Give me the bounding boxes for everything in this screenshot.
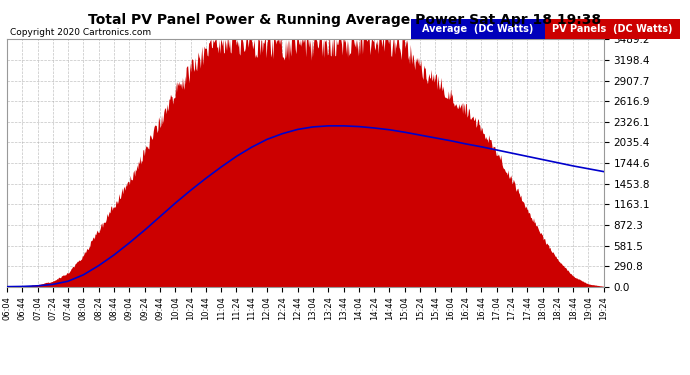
Text: Total PV Panel Power & Running Average Power Sat Apr 18 19:38: Total PV Panel Power & Running Average P…: [88, 13, 602, 27]
Text: PV Panels  (DC Watts): PV Panels (DC Watts): [552, 24, 673, 34]
Bar: [411, 19, 545, 39]
Text: Average  (DC Watts): Average (DC Watts): [422, 24, 533, 34]
Bar: [545, 19, 680, 39]
Text: Copyright 2020 Cartronics.com: Copyright 2020 Cartronics.com: [10, 28, 152, 37]
